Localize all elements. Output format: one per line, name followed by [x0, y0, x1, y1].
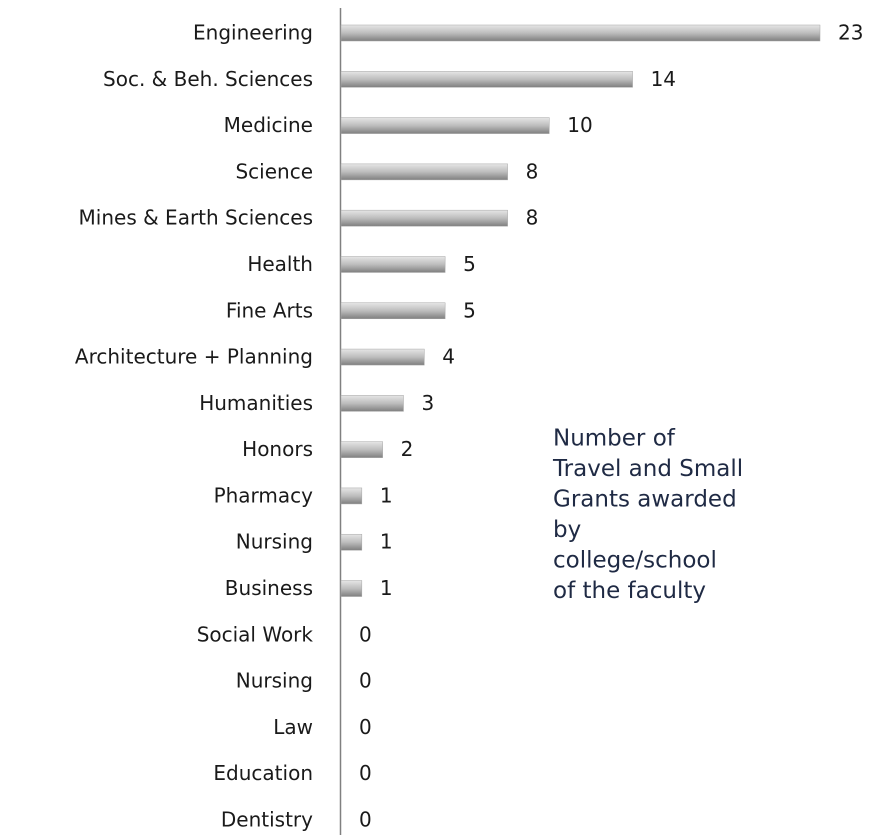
category-label: Nursing — [236, 669, 313, 693]
bar — [340, 117, 550, 134]
value-label: 14 — [651, 67, 676, 91]
category-label: Law — [273, 715, 313, 739]
category-label: Pharmacy — [214, 483, 314, 507]
value-label: 8 — [526, 159, 539, 183]
bar — [340, 441, 383, 458]
category-label: Health — [247, 252, 313, 276]
bar — [340, 487, 363, 505]
value-label: 5 — [463, 252, 476, 276]
category-label: Soc. & Beh. Sciences — [103, 67, 313, 91]
value-label: 0 — [359, 761, 372, 785]
bar — [340, 302, 446, 320]
category-label: Social Work — [197, 622, 314, 646]
annotation: college/school — [553, 548, 717, 574]
value-label: 4 — [442, 345, 455, 369]
bar — [340, 395, 404, 412]
bar — [340, 163, 508, 181]
category-label: Science — [235, 159, 313, 183]
category-label: Dentistry — [221, 808, 313, 832]
value-label: 1 — [380, 530, 393, 554]
annotation: of the faculty — [553, 578, 706, 604]
value-label: 8 — [526, 206, 539, 230]
value-label: 5 — [463, 298, 476, 322]
category-label: Mines & Earth Sciences — [79, 206, 313, 230]
value-label: 3 — [421, 391, 434, 415]
bar — [340, 209, 508, 227]
value-label: 2 — [401, 437, 414, 461]
annotation: Number of — [553, 426, 676, 452]
category-label: Education — [213, 761, 313, 785]
bar — [340, 71, 633, 88]
value-label: 0 — [359, 808, 372, 832]
value-label: 0 — [359, 622, 372, 646]
value-label: 0 — [359, 669, 372, 693]
category-label: Medicine — [224, 113, 313, 137]
category-label: Honors — [242, 437, 313, 461]
category-label: Engineering — [193, 21, 313, 45]
bar — [340, 580, 363, 597]
value-label: 1 — [380, 576, 393, 600]
value-label: 10 — [567, 113, 592, 137]
category-label: Business — [225, 576, 313, 600]
category-label: Nursing — [236, 530, 313, 554]
bar — [340, 24, 821, 42]
annotation: Travel and Small — [552, 456, 743, 482]
bar — [340, 348, 425, 366]
category-label: Humanities — [199, 391, 313, 415]
category-label: Fine Arts — [226, 298, 313, 322]
category-label: Architecture + Planning — [75, 345, 313, 369]
annotation: by — [553, 517, 581, 543]
value-label: 23 — [838, 21, 863, 45]
annotation: Grants awarded — [553, 487, 737, 513]
value-label: 1 — [380, 483, 393, 507]
bar — [340, 533, 363, 551]
bar — [340, 256, 446, 273]
value-label: 0 — [359, 715, 372, 739]
